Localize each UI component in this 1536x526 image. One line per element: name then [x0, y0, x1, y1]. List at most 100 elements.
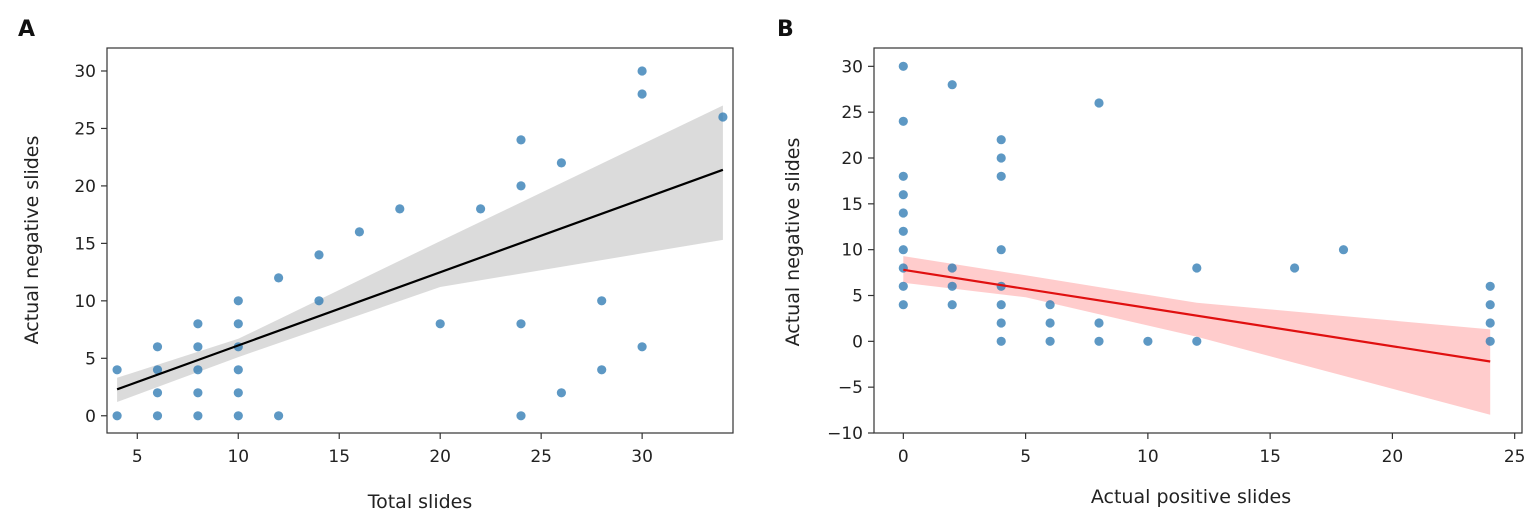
x-tick-label-a-25: 25 [530, 447, 552, 467]
data-point-b-27 [1094, 98, 1104, 108]
y-tick-label-a-20: 20 [74, 177, 96, 197]
x-ticks-a: 5 10 15 20 25 30 [132, 433, 653, 467]
data-point-a-32 [597, 296, 607, 306]
data-point-b-34 [1485, 318, 1495, 328]
fit-line-b [903, 268, 1491, 363]
x-tick-label-b-20: 20 [1382, 447, 1404, 467]
y-tick-label-b--10: −10 [827, 424, 863, 444]
data-point-b-14 [996, 336, 1006, 346]
data-point-a-6 [193, 411, 203, 421]
data-point-a-17 [274, 411, 284, 421]
data-point-b-23 [1045, 318, 1055, 328]
data-point-b-9 [898, 61, 908, 71]
x-tick-label-a-10: 10 [227, 447, 249, 467]
data-point-a-19 [314, 296, 324, 306]
y-tick-label-b-30: 30 [841, 57, 863, 77]
y-tick-label-b-10: 10 [841, 241, 863, 261]
data-point-b-6 [898, 190, 908, 200]
panel-b: B 0 5 10 15 20 25 −10 −5 0 5 10 15 20 25 30 Actual po… [777, 17, 1525, 508]
data-point-a-25 [516, 411, 526, 421]
x-axis-title-b: Actual positive slides [1091, 486, 1291, 508]
y-tick-label-a-30: 30 [74, 62, 96, 82]
ci-band-b [903, 256, 1491, 415]
y-axis-title-a: Actual negative slides [21, 136, 43, 345]
data-point-b-13 [947, 80, 957, 90]
data-point-a-28 [516, 135, 526, 145]
data-point-a-27 [516, 181, 526, 191]
y-ticks-b: −10 −5 0 5 10 15 20 25 30 [827, 57, 874, 444]
data-point-b-35 [1485, 300, 1495, 310]
data-point-b-22 [1045, 336, 1055, 346]
data-point-b-7 [898, 171, 908, 181]
data-point-b-28 [1143, 336, 1153, 346]
x-tick-label-b-25: 25 [1504, 447, 1526, 467]
data-point-a-2 [152, 411, 163, 421]
data-point-b-18 [996, 245, 1006, 255]
data-point-b-36 [1485, 281, 1495, 291]
y-tick-label-b-20: 20 [841, 149, 863, 169]
data-point-a-10 [193, 319, 203, 329]
data-point-b-16 [996, 300, 1006, 310]
data-point-a-8 [193, 365, 203, 375]
regression-line-a [116, 168, 724, 391]
y-tick-label-b-0: 0 [852, 332, 863, 352]
y-tick-label-a-10: 10 [74, 292, 96, 312]
data-point-a-9 [193, 342, 203, 352]
scatter-points-a [112, 66, 728, 421]
data-point-a-7 [193, 388, 203, 398]
data-point-b-5 [898, 208, 908, 218]
data-point-a-16 [233, 296, 243, 306]
data-point-a-33 [637, 342, 647, 352]
panel-label-b: B [777, 17, 794, 42]
fit-line-a [116, 168, 724, 391]
x-tick-label-b-15: 15 [1259, 447, 1281, 467]
data-point-b-32 [1338, 245, 1349, 255]
data-point-b-11 [947, 281, 957, 291]
data-point-a-24 [476, 204, 486, 214]
y-tick-label-b-15: 15 [841, 195, 863, 215]
panel-label-a: A [18, 17, 35, 42]
data-point-b-19 [996, 171, 1006, 181]
data-point-a-21 [354, 227, 364, 237]
data-point-b-30 [1192, 263, 1202, 273]
x-tick-label-a-20: 20 [429, 447, 451, 467]
data-point-a-15 [233, 319, 243, 329]
x-axis-title-a: Total slides [367, 491, 473, 513]
data-point-a-35 [637, 66, 647, 76]
data-point-b-0 [898, 300, 908, 310]
y-axis-title-b: Actual negative slides [782, 138, 804, 347]
data-point-b-24 [1045, 300, 1055, 310]
x-tick-label-b-10: 10 [1137, 447, 1159, 467]
data-point-b-26 [1094, 318, 1104, 328]
y-tick-label-b--5: −5 [838, 378, 863, 398]
x-tick-label-a-15: 15 [328, 447, 350, 467]
data-point-b-8 [898, 116, 908, 126]
y-ticks-a: 0 5 10 15 20 25 30 [74, 62, 107, 427]
data-point-a-34 [637, 89, 647, 99]
data-point-b-20 [996, 153, 1006, 163]
data-point-a-13 [233, 365, 243, 375]
data-point-b-29 [1192, 336, 1202, 346]
plot-frame-b [873, 47, 1523, 434]
y-tick-label-b-5: 5 [852, 287, 863, 307]
data-point-b-12 [947, 263, 957, 273]
data-point-b-15 [996, 318, 1006, 328]
data-point-b-31 [1290, 263, 1300, 273]
data-point-a-20 [314, 250, 324, 260]
y-tick-label-a-0: 0 [85, 407, 96, 427]
data-point-a-11 [233, 411, 243, 421]
data-point-a-30 [556, 158, 567, 168]
data-point-a-18 [274, 273, 284, 283]
confidence-band-a [117, 105, 723, 402]
data-point-a-4 [152, 365, 163, 375]
data-point-b-25 [1094, 336, 1104, 346]
x-tick-label-b-0: 0 [898, 447, 909, 467]
ci-band-a [117, 105, 723, 402]
data-point-a-0 [112, 411, 122, 421]
y-tick-label-b-25: 25 [841, 103, 863, 123]
confidence-band-b [903, 256, 1491, 415]
x-ticks-b: 0 5 10 15 20 25 [898, 433, 1526, 467]
data-point-a-23 [435, 319, 445, 329]
